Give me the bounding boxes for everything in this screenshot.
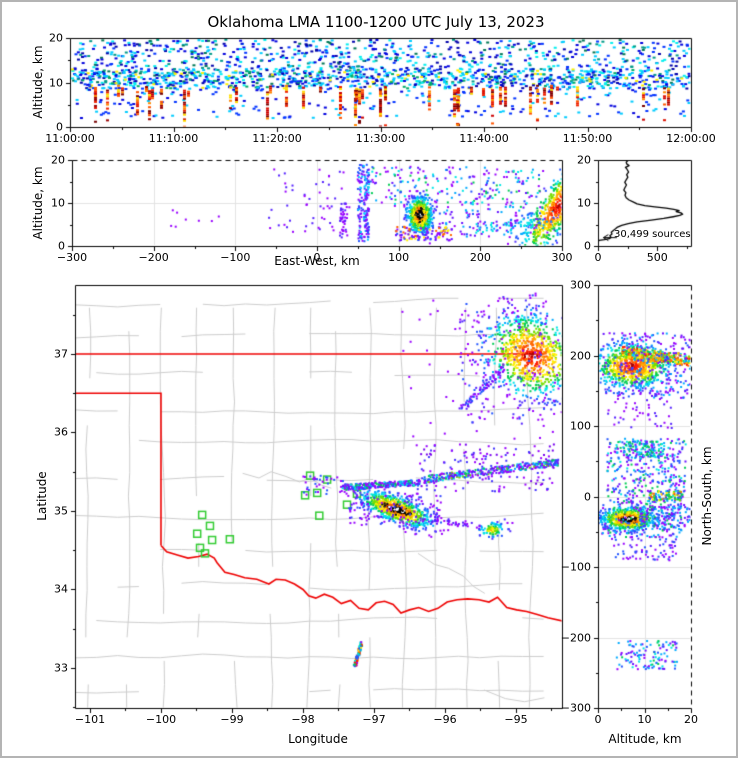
tick-label: 500	[646, 251, 668, 264]
tick-label: −98	[291, 713, 315, 726]
tick-label: 20	[684, 713, 698, 726]
tick-label: 11:50:00	[562, 132, 613, 145]
tick-label: −99	[220, 713, 244, 726]
tick-label: 11:10:00	[148, 132, 199, 145]
axis-label-longitude: Longitude	[288, 732, 348, 746]
tick-label: 10	[51, 196, 65, 210]
tick-label: −96	[433, 713, 457, 726]
tick-label: 11:20:00	[252, 132, 302, 145]
tick-label: −200	[560, 631, 591, 644]
tick-label: 0	[56, 120, 63, 134]
tick-label: 0	[594, 251, 602, 264]
tick-label: −300	[560, 701, 591, 715]
tick-label: 37	[54, 347, 68, 361]
tick-label: 36	[54, 425, 68, 439]
tick-label: 200	[570, 349, 591, 362]
figure-title: Oklahoma LMA 1100-1200 UTC July 13, 2023	[207, 13, 545, 31]
tick-label: 20	[577, 153, 591, 167]
tick-label: 200	[469, 251, 491, 264]
tick-label: 12:00:00	[666, 132, 716, 145]
tick-label: −200	[138, 251, 169, 264]
tick-label: 100	[388, 251, 410, 264]
tick-label: −100	[560, 560, 591, 574]
tick-label: 11:40:00	[459, 132, 509, 145]
tick-label: 10	[577, 196, 591, 210]
axis-label-east-west: East-West, km	[274, 254, 360, 268]
tick-label: 0	[313, 251, 321, 264]
tick-label: −100	[220, 251, 251, 264]
tick-label: 300	[570, 278, 591, 292]
tick-label: 0	[584, 239, 591, 253]
axis-label-altitude-ns-panel: Altitude, km	[608, 732, 682, 746]
tick-label: 20	[51, 153, 65, 167]
tick-label: 10	[637, 713, 652, 726]
tick-label: 10	[49, 76, 63, 89]
tick-label: 11:00:00	[45, 132, 95, 145]
tick-label: 100	[570, 419, 591, 433]
tick-label: −300	[56, 251, 88, 264]
tick-label: 300	[551, 251, 573, 264]
tick-label: −97	[362, 713, 386, 726]
tick-label: 33	[54, 661, 68, 675]
tick-label: 35	[54, 504, 68, 518]
tick-label: 0	[584, 490, 591, 503]
tick-label: 0	[594, 713, 602, 726]
sources-count-annotation: 30,499 sources	[614, 229, 691, 240]
tick-label: 34	[54, 582, 68, 596]
tick-label: 11:30:00	[355, 132, 406, 145]
tick-label: 0	[58, 239, 65, 253]
tick-label: −95	[504, 713, 528, 726]
tick-label: −100	[145, 713, 177, 726]
tick-label: −101	[74, 713, 106, 726]
tick-label: 20	[49, 31, 63, 45]
